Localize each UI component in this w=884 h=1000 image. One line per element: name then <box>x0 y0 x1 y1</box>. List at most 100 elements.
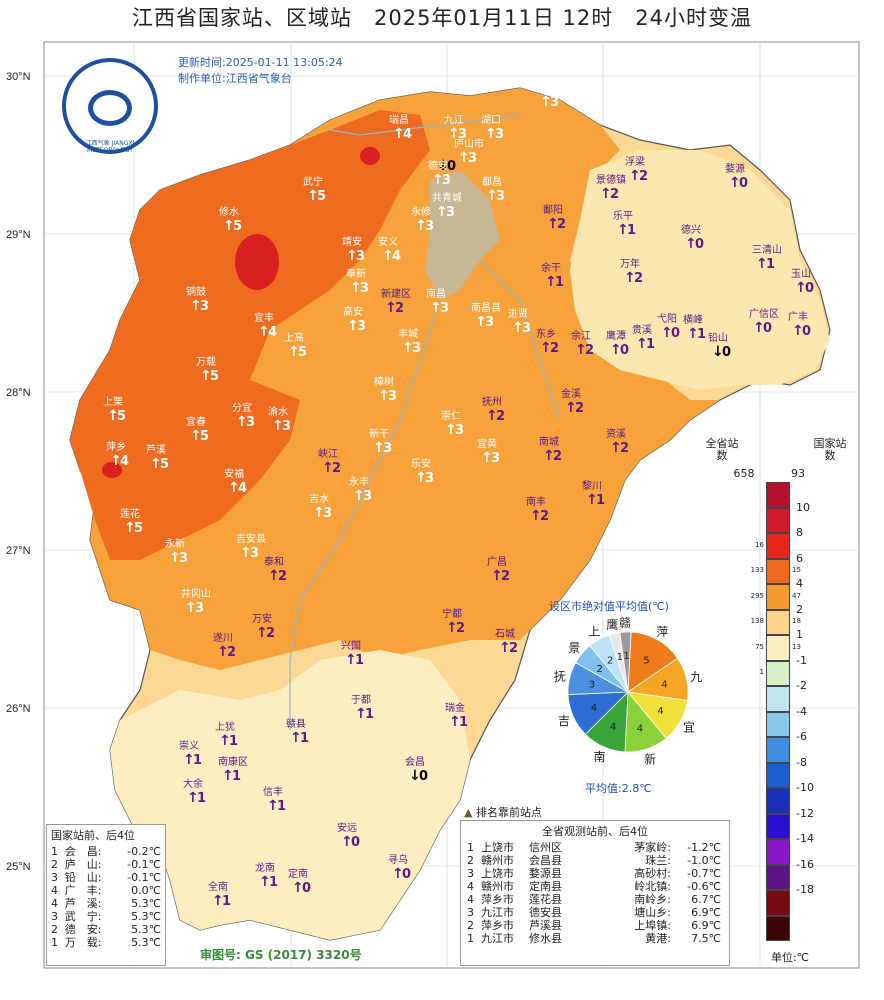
station-value: 0 <box>419 769 428 784</box>
station-武宁: ↑5武宁 <box>303 175 326 204</box>
arrow-up-icon: ↑ <box>610 440 622 456</box>
station-value: 2 <box>227 645 236 660</box>
arrow-up-icon: ↑ <box>540 340 552 356</box>
map-area: 30°N 29°N 28°N 27°N 26°N 25°N 114°E 115°… <box>6 41 860 969</box>
arrow-up-icon: ↑ <box>436 204 448 220</box>
colorbar-tick: 4 <box>796 577 803 590</box>
station-name: 定南 <box>288 867 308 880</box>
station-name: 金溪 <box>561 387 581 400</box>
arrow-up-icon: ↑ <box>190 428 202 444</box>
station-玉山: ↑0玉山 <box>791 268 814 296</box>
station-南丰: ↑2南丰 <box>526 495 549 524</box>
station-name: 玉山 <box>791 268 811 280</box>
station-value: 1 <box>459 715 468 730</box>
station-name: 上高 <box>284 331 304 344</box>
colorbar-tick: 8 <box>796 526 803 539</box>
arrow-up-icon: ↑ <box>586 492 598 508</box>
station-name: 崇义 <box>179 740 199 752</box>
cloud-icon <box>88 90 132 126</box>
station-name: 贵溪 <box>632 323 652 336</box>
colorbar-tick: -14 <box>796 832 814 845</box>
arrow-up-icon: ↑ <box>313 505 325 521</box>
colorbar-count-all: 1 <box>759 668 764 677</box>
station-修水: ↑5修水 <box>219 205 242 234</box>
station-name: 庐山市 <box>454 137 484 150</box>
station-value: 2 <box>278 569 287 584</box>
station-value: 3 <box>446 205 455 220</box>
colorbar-swatch <box>766 584 790 610</box>
update-time: 更新时间:2025-01-11 13:05:24 <box>178 56 343 69</box>
colorbar-tick: 2 <box>796 602 803 616</box>
station-value: 3 <box>491 451 500 466</box>
station-value: 2 <box>634 271 643 286</box>
arrow-down-icon: ↓ <box>712 344 724 360</box>
arrow-up-icon: ↑ <box>345 652 357 668</box>
station-赣县: ↑1赣县 <box>286 717 309 746</box>
station-弋阳: ↑0弋阳 <box>657 312 680 341</box>
station-value: 0 <box>805 281 814 296</box>
arrow-up-icon: ↑ <box>236 414 248 430</box>
station-name: 泰和 <box>264 555 284 568</box>
station-莲花: ↑5莲花 <box>120 507 143 536</box>
station-余江: ↑2余江 <box>571 329 594 358</box>
station-会昌: ↓0会昌 <box>405 755 428 784</box>
arrow-up-icon: ↑ <box>543 448 555 464</box>
station-金溪: ↑2金溪 <box>561 387 584 416</box>
station-name: 永修 <box>411 205 431 218</box>
arrow-up-icon: ↑ <box>753 320 765 336</box>
colorbar-swatch <box>766 915 790 941</box>
pie-label: 鹰 <box>606 617 618 632</box>
station-石城: ↑2石城 <box>495 628 518 656</box>
station-樟树: ↑3樟树 <box>374 375 397 404</box>
station-name: 万年 <box>620 257 640 270</box>
colorbar-tick: -1 <box>796 653 807 667</box>
arrow-up-icon: ↑ <box>185 600 197 616</box>
station-name: 乐平 <box>613 210 633 222</box>
station-进贤: ↑3进贤 <box>508 308 531 336</box>
colorbar-swatch <box>766 788 790 814</box>
colorbar-count-all: 133 <box>750 566 764 575</box>
station-永新: ↑3永新 <box>165 537 188 566</box>
station-name: 鹰潭 <box>606 329 626 342</box>
pie-value: 5 <box>643 656 649 667</box>
producer: 制作单位:江西省气象台 <box>178 72 292 85</box>
arrow-up-icon: ↑ <box>228 480 240 496</box>
arrow-up-icon: ↑ <box>183 752 195 768</box>
station-value: 2 <box>639 169 648 184</box>
arrow-up-icon: ↑ <box>629 168 641 184</box>
station-都昌: ↑3都昌 <box>482 176 505 204</box>
station-value: 1 <box>355 653 364 668</box>
zone-4-6 <box>70 110 430 560</box>
station-name: 共青城 <box>432 191 462 204</box>
all-panel-row: 1 九江市 修水县 黄港: 7.5℃ <box>467 932 721 945</box>
ranked-station-legend: ▲ 排名靠前站点 <box>464 806 542 819</box>
station-name: 于都 <box>351 694 371 706</box>
station-value: 0 <box>302 881 311 896</box>
station-name: 遂川 <box>213 631 233 644</box>
station-安义: ↑4安义 <box>378 235 401 264</box>
station-崇义: ↑1崇义 <box>179 740 202 768</box>
lat-30: 30°N <box>6 71 31 83</box>
station-value: 3 <box>363 489 372 504</box>
arrow-up-icon: ↑ <box>355 706 367 722</box>
colorbar-swatch <box>766 864 790 890</box>
pie-value: 2 <box>607 655 613 666</box>
station-name: 赣县 <box>286 717 306 730</box>
arrow-up-icon: ↑ <box>259 874 271 890</box>
arrow-up-icon: ↑ <box>449 714 461 730</box>
colorbar-swatch <box>766 558 790 584</box>
station-兴国: ↑1兴国 <box>341 640 364 668</box>
colorbar-count-all: 75 <box>755 642 764 651</box>
all-panel-row: 4 萍乡市 莲花县 南岭乡: 6.7℃ <box>467 893 721 906</box>
arrow-up-icon: ↑ <box>795 280 807 296</box>
colorbar-swatch <box>766 609 790 635</box>
arrow-up-icon: ↑ <box>446 620 458 636</box>
station-奉新: ↑3奉新 <box>346 267 369 296</box>
station-余干: ↑1余干 <box>541 261 564 290</box>
station-value: 1 <box>766 257 775 272</box>
station-value: 4 <box>403 127 412 142</box>
